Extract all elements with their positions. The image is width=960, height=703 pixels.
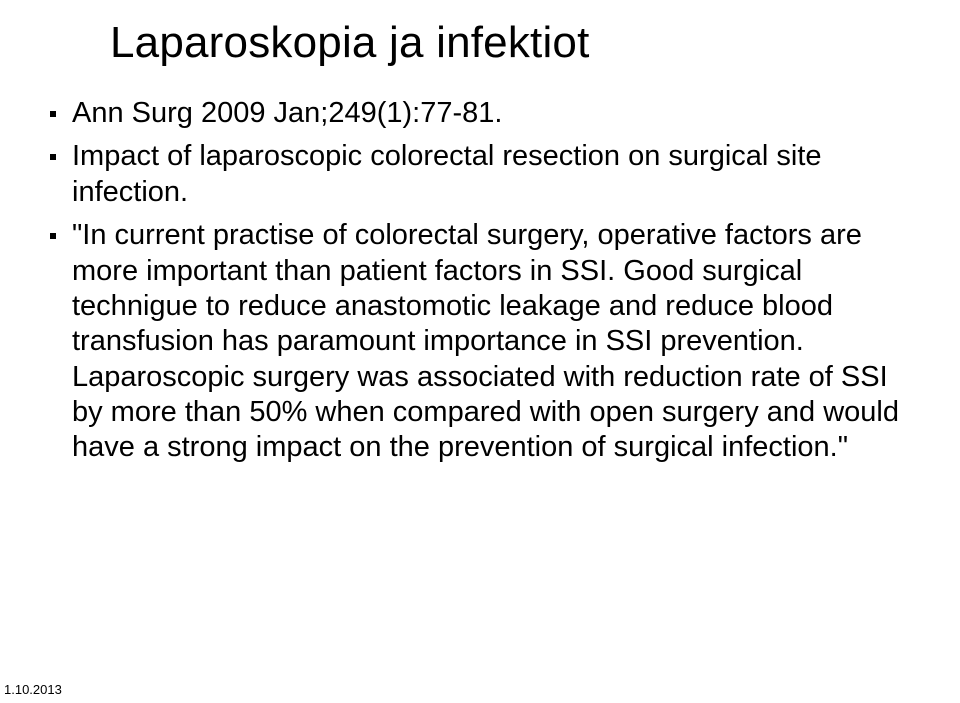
list-item: Ann Surg 2009 Jan;249(1):77-81. <box>50 96 920 131</box>
slide: Laparoskopia ja infektiot Ann Surg 2009 … <box>0 0 960 703</box>
bullet-list: Ann Surg 2009 Jan;249(1):77-81. Impact o… <box>40 96 920 466</box>
list-item: Impact of laparoscopic colorectal resect… <box>50 139 920 210</box>
footer-date: 1.10.2013 <box>4 682 62 697</box>
slide-title: Laparoskopia ja infektiot <box>110 18 920 68</box>
list-item: "In current practise of colorectal surge… <box>50 218 920 466</box>
